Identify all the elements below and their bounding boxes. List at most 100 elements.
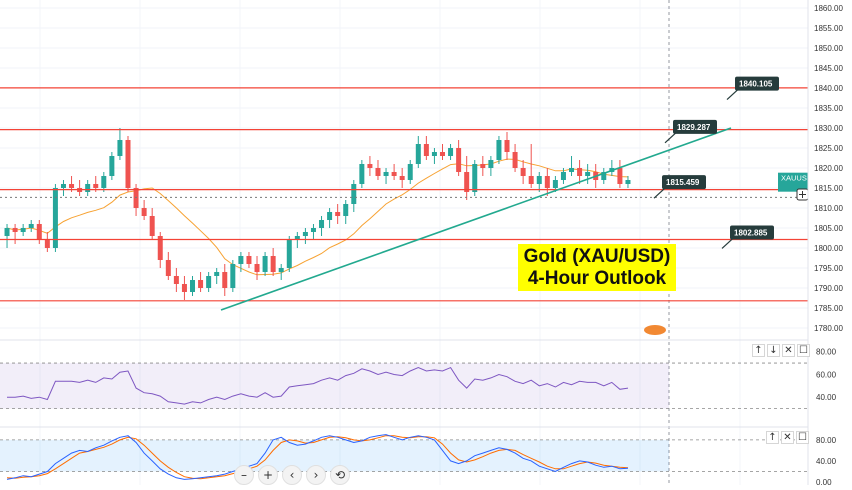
symbol-label: XAUUSD (781, 174, 813, 183)
reset-chart-button[interactable]: ⟲ (330, 465, 350, 485)
stoch-pane-controls: ↑ ✕ ☐ (766, 431, 809, 444)
candle-body (536, 176, 542, 184)
candle-body (141, 208, 147, 216)
candle-body (190, 280, 196, 292)
candle-body (552, 180, 558, 188)
chart-title-line2: 4-Hour Outlook (527, 268, 667, 289)
candle-body (125, 140, 131, 188)
indicator-tick-label: 40.00 (816, 457, 837, 466)
maximize-pane-icon[interactable]: ☐ (797, 344, 810, 357)
candle-body (504, 140, 510, 152)
candle-body (69, 184, 75, 188)
candle-body (165, 260, 171, 276)
price-tick-label: 1815.00 (814, 184, 843, 193)
price-axis: 1860.00 1855.00 1850.00 1845.00 1840.00 1835.… (807, 0, 852, 485)
candle-body (327, 212, 333, 220)
candle-body (544, 176, 550, 188)
price-tick-label: 1805.00 (814, 224, 843, 233)
candle-body (520, 168, 526, 176)
candle-body (286, 240, 292, 268)
annotation-label: 1815.459 (666, 178, 700, 187)
candle-body (383, 172, 389, 176)
candle-body (117, 140, 123, 156)
candle-body (302, 232, 308, 236)
scroll-left-button[interactable]: ‹ (282, 465, 302, 485)
price-tick-label: 1850.00 (814, 44, 843, 53)
stochastic-pane: 80.00 40.00 0.00 (0, 434, 837, 487)
price-tick-label: 1810.00 (814, 204, 843, 213)
moving-average-line (6, 158, 629, 276)
price-axis-background (808, 0, 852, 485)
candle-body (407, 164, 413, 180)
candle-body (278, 268, 284, 272)
candle-body (52, 188, 58, 248)
stoch-k-line (6, 434, 629, 480)
indicator-band (0, 363, 669, 409)
candle-body (60, 184, 66, 188)
candle-body (20, 228, 26, 232)
chart-title-box: Gold (XAU/USD) 4-Hour Outlook (518, 244, 676, 291)
candle-body (173, 276, 179, 284)
indicator-tick-label: 60.00 (816, 370, 837, 379)
price-tick-label: 1825.00 (814, 144, 843, 153)
candle-body (496, 140, 502, 160)
candle-body (214, 272, 220, 276)
zoom-out-button[interactable]: – (234, 465, 254, 485)
candle-body (512, 152, 518, 168)
rsi-pane: 80.00 60.00 40.00 (0, 348, 837, 410)
candle-body (28, 224, 34, 228)
candle-body (133, 188, 139, 208)
candle-body (359, 164, 365, 184)
candle-body (439, 152, 445, 156)
annotation-label: 1840.105 (739, 80, 773, 89)
move-pane-up-icon[interactable]: ↑ (752, 344, 765, 357)
candle-body (585, 172, 591, 176)
price-tick-label: 1795.00 (814, 264, 843, 273)
annotation-callout (673, 119, 717, 134)
candle-body (12, 228, 18, 232)
annotation-callout (735, 76, 779, 91)
move-pane-up-icon[interactable]: ↑ (766, 431, 779, 444)
indicator-tick-label: 0.00 (816, 478, 832, 485)
candle-body (375, 168, 381, 176)
candle-body (262, 256, 268, 272)
close-pane-icon[interactable]: ✕ (782, 344, 795, 357)
candle-body (222, 272, 228, 288)
candle-body (294, 236, 300, 240)
candle-body (230, 264, 236, 288)
candle-body (198, 280, 204, 288)
candle-body (206, 276, 212, 288)
price-tick-label: 1790.00 (814, 284, 843, 293)
candle-body (431, 152, 437, 156)
close-pane-icon[interactable]: ✕ (781, 431, 794, 444)
maximize-pane-icon[interactable]: ☐ (796, 431, 809, 444)
indicator-tick-label: 40.00 (816, 393, 837, 402)
candle-body (101, 176, 107, 188)
price-tick-label: 1785.00 (814, 304, 843, 313)
candle-body (472, 164, 478, 192)
candle-body (4, 228, 10, 236)
candle-body (569, 168, 575, 172)
candle-body (391, 172, 397, 176)
candle-body (415, 144, 421, 164)
candle-body (335, 212, 341, 216)
annotation-callout (730, 225, 774, 240)
trendline (220, 127, 732, 311)
scroll-right-button[interactable]: › (306, 465, 326, 485)
candle-body (270, 256, 276, 272)
indicator-tick-label: 80.00 (816, 348, 837, 357)
candle-body (601, 172, 607, 180)
zoom-in-button[interactable]: + (258, 465, 278, 485)
annotation-label: 1829.287 (677, 123, 711, 132)
candle-body (181, 284, 187, 292)
candle-body (85, 184, 91, 192)
candle-body (448, 148, 454, 156)
move-pane-down-icon[interactable]: ↓ (767, 344, 780, 357)
candle-body (36, 224, 42, 240)
candle-body (456, 148, 462, 172)
price-tick-label: 1845.00 (814, 64, 843, 73)
price-tick-label: 1830.00 (814, 124, 843, 133)
